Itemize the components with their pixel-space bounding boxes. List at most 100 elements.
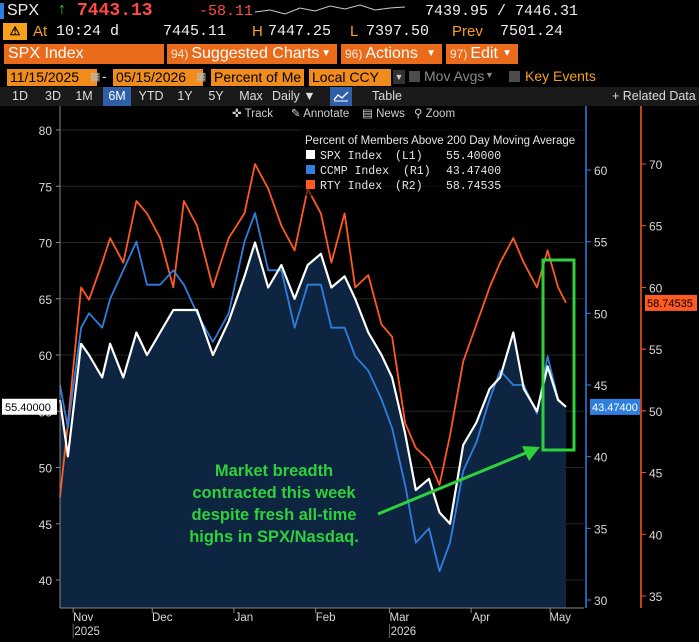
calendar-icon[interactable]: ▦: [196, 71, 207, 83]
field-selector[interactable]: Percent of Me: [211, 69, 304, 86]
track-tool[interactable]: ✜ Track: [232, 106, 273, 122]
r1-tick-label: 30: [594, 594, 608, 608]
ccmp-last-tag: [590, 398, 640, 415]
menu-label: Actions: [365, 45, 418, 62]
tab-6m[interactable]: 6M: [103, 87, 131, 106]
security-marker: [0, 3, 4, 19]
low-label: L: [350, 23, 359, 40]
related-data-button[interactable]: + Related Data: [612, 89, 696, 103]
tab-3d[interactable]: 3D: [45, 89, 61, 103]
left-tick-label: 80: [39, 124, 53, 138]
legend-value-rty: 58.74535: [446, 180, 501, 193]
news-icon: ▤: [362, 108, 373, 120]
x-tick-label: Jan: [235, 612, 254, 624]
tab-5y[interactable]: 5Y: [208, 89, 224, 103]
end-date-field[interactable]: 05/15/2026: [113, 69, 203, 86]
r2-tick-label: 70: [649, 158, 663, 172]
r2-tick-label: 35: [649, 590, 663, 604]
left-tick-label: 50: [39, 462, 53, 476]
last-value: 7445.11: [163, 23, 227, 40]
spx-last-tag: [2, 398, 57, 415]
frequency-dropdown[interactable]: Daily ▼: [272, 87, 324, 106]
x-tick-label: Mar: [390, 612, 410, 624]
security-field[interactable]: SPX Index: [4, 44, 164, 64]
last-value-tags: 55.40000 43.47400 58.74535: [2, 294, 697, 415]
legend-axis-rty: (R2): [395, 180, 423, 193]
highlight-box: [541, 258, 576, 452]
tab-1d[interactable]: 1D: [12, 89, 28, 103]
x-tick-label: Dec: [152, 612, 173, 624]
end-date-value: 05/15/2026: [116, 69, 187, 85]
dropdown-arrow-icon: ▼: [303, 89, 316, 103]
quote-bar: SPX ↑ 7443.13 -58.11 7439.95 / 7446.31: [0, 0, 699, 22]
stats-bar: ⚠ At 10:24 d 7445.11 H 7447.25 L 7397.50…: [0, 22, 699, 42]
dropdown-arrow-icon: ▼: [426, 48, 436, 59]
legend-value-ccmp: 43.47400: [446, 165, 501, 178]
track-label: Track: [244, 108, 273, 120]
year-label: 2026: [391, 626, 417, 638]
date-separator: -: [102, 68, 107, 84]
start-date-field[interactable]: 11/15/2025: [7, 69, 97, 86]
r1-tick-label: 50: [594, 307, 608, 321]
zoom-label: Zoom: [425, 108, 456, 120]
tab-1m[interactable]: 1M: [75, 89, 93, 103]
x-tick-label: May: [549, 612, 571, 624]
rty-last-tag-label: 58.74535: [647, 298, 693, 310]
r2-tick-label: 40: [649, 528, 663, 542]
r1-tick-label: 40: [594, 451, 608, 465]
left-tick-label: 70: [39, 237, 53, 251]
series-lines: [58, 163, 567, 573]
r2-tick-label: 60: [649, 281, 663, 295]
tab-ytd[interactable]: YTD: [138, 89, 164, 103]
news-label: News: [376, 108, 405, 120]
zoom-tool[interactable]: ⚲ Zoom: [414, 106, 455, 122]
annotate-tool[interactable]: ✎ Annotate: [291, 106, 349, 122]
mov-avgs-checkbox[interactable]: [409, 71, 420, 82]
news-tool[interactable]: ▤ News: [362, 106, 405, 122]
key-events-checkbox[interactable]: [509, 71, 520, 82]
rty-last-tag: [645, 294, 697, 311]
r2-tick-label: 50: [649, 405, 663, 419]
crosshair-icon: ✜: [232, 108, 242, 120]
year-label: 2025: [74, 626, 100, 638]
legend-swatch-rty: [306, 180, 315, 189]
legend-swatch-ccmp: [306, 165, 315, 174]
alert-icon: ⚠: [3, 23, 27, 40]
chart-type-button[interactable]: [330, 87, 352, 106]
legend-name-ccmp: CCMP Index: [320, 165, 389, 178]
prev-value: 7501.24: [500, 23, 564, 40]
edit-button[interactable]: 97) Edit ▼: [446, 44, 518, 64]
actions-button[interactable]: 96) Actions ▼: [341, 44, 442, 64]
legend-swatch-spx: [306, 150, 315, 159]
menu-label: Edit: [470, 45, 498, 62]
calendar-icon[interactable]: ▦: [90, 71, 101, 83]
currency-selector[interactable]: Local CCY: [309, 69, 391, 86]
low-value: 7397.50: [366, 23, 430, 40]
r2-tick-label: 45: [649, 467, 663, 481]
legend-axis-ccmp: (R1): [403, 165, 431, 178]
left-tick-label: 60: [39, 349, 53, 363]
line-chart-icon: [333, 91, 349, 102]
key-events-label: Key Events: [525, 68, 596, 84]
zoom-icon: ⚲: [414, 108, 423, 120]
chart[interactable]: 40 45 50 55 60 65 70 75 80 30 35 40 45 50 55 60 35 40 45 50…: [0, 106, 699, 642]
r2-tick-label: 55: [649, 343, 663, 357]
legend-name-spx: SPX Index: [320, 150, 382, 163]
settings-dropdown-icon[interactable]: ▼: [485, 70, 494, 80]
left-tick-label: 40: [39, 574, 53, 588]
tab-1y[interactable]: 1Y: [177, 89, 193, 103]
menu-number: 94): [171, 47, 189, 61]
legend-axis-spx: (L1): [395, 150, 423, 163]
dropdown-arrow-icon[interactable]: ▼: [393, 70, 405, 84]
x-tick-label: Feb: [316, 612, 336, 624]
bid-ask-value: 7439.95 / 7446.31: [425, 3, 579, 20]
table-button[interactable]: Table: [372, 89, 402, 103]
r1-tick-label: 45: [594, 379, 608, 393]
settings-bar: 11/15/2025 ▦ - 05/15/2026 ▦ Percent of M…: [0, 67, 699, 87]
suggested-charts-button[interactable]: 94) Suggested Charts ▼: [167, 44, 337, 64]
high-value: 7447.25: [268, 23, 332, 40]
dropdown-arrow-icon: ▼: [502, 48, 512, 59]
r1-tick-label: 35: [594, 522, 608, 536]
tab-max[interactable]: Max: [239, 89, 263, 103]
prev-label: Prev: [452, 23, 483, 40]
